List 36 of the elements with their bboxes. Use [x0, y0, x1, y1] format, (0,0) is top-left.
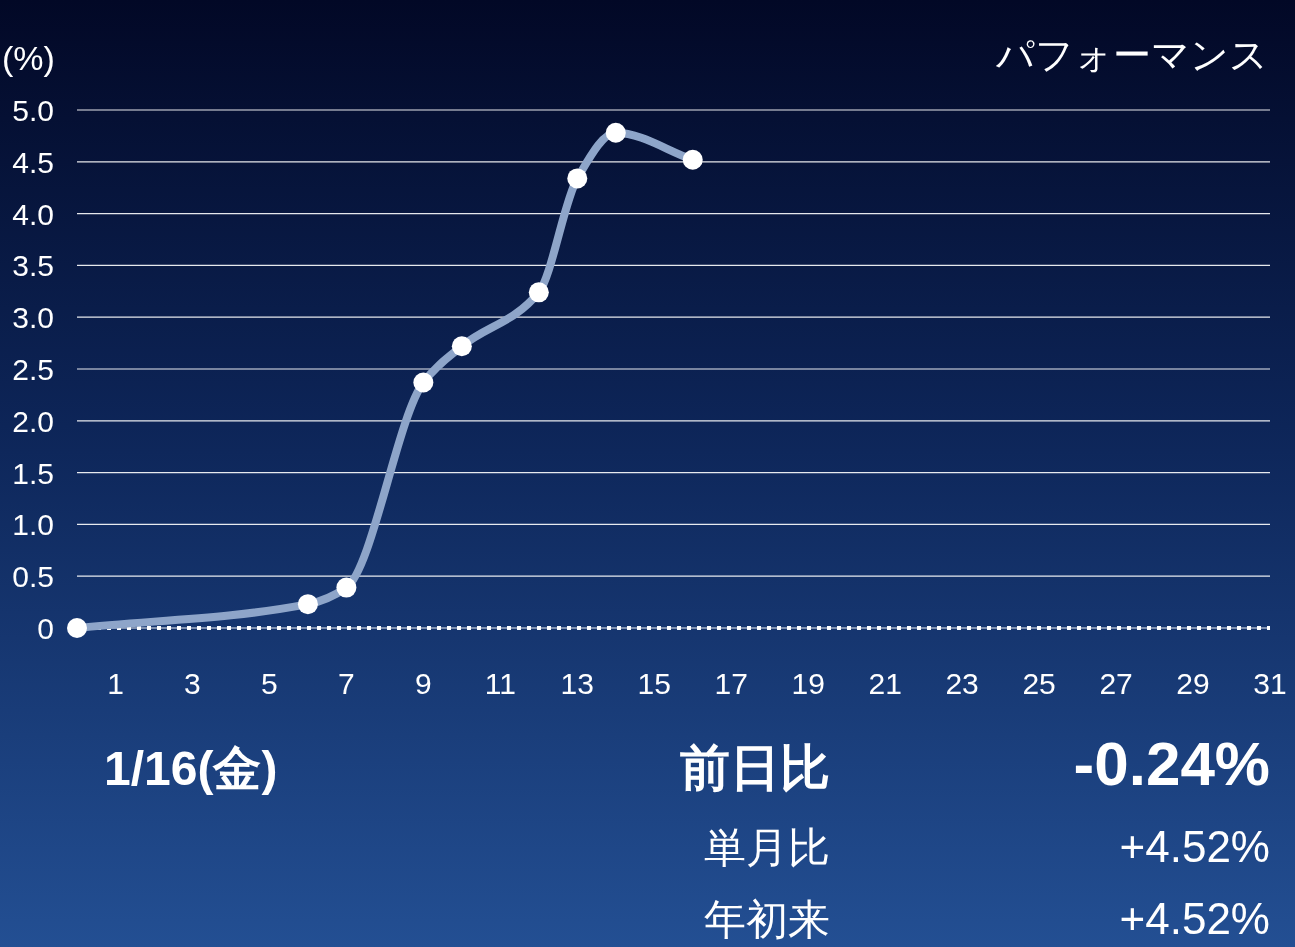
y-tick-label: 0 [37, 612, 54, 645]
y-tick-label: 2.0 [12, 404, 54, 438]
x-tick-label: 31 [1253, 667, 1287, 700]
y-tick-label: 1.5 [12, 456, 54, 490]
x-tick-label: 25 [1022, 667, 1056, 700]
x-tick-label: 29 [1176, 667, 1210, 700]
y-tick-label: 4.0 [12, 197, 54, 231]
x-tick-label: 17 [714, 667, 748, 700]
y-tick-label: 5.0 [12, 94, 54, 127]
text: 単月比 [704, 824, 830, 871]
x-tick-label: 5 [261, 667, 278, 700]
y-tick-label: 1.0 [12, 508, 54, 542]
x-tick-label: 19 [791, 667, 825, 700]
text: 1/16(金) [104, 742, 278, 795]
text: 前日比 [680, 740, 830, 796]
x-tick-label: 9 [415, 667, 432, 700]
chart-title: パフォーマンス [995, 34, 1268, 76]
x-tick-label: 1 [107, 667, 124, 700]
x-tick-label: 27 [1099, 667, 1133, 700]
y-tick-label: 3.5 [12, 249, 54, 283]
y-tick-label: 3.0 [12, 301, 54, 335]
text: +4.52% [1119, 894, 1270, 943]
y-tick-label: 4.5 [12, 145, 54, 179]
text: -0.24% [1073, 729, 1270, 798]
x-tick-label: 3 [184, 667, 201, 700]
x-tick-label: 13 [560, 667, 594, 700]
x-tick-label: 15 [637, 667, 671, 700]
x-tick-label: 11 [484, 667, 516, 700]
y-tick-label: 2.5 [12, 353, 54, 386]
y-axis-title: (%) [2, 39, 55, 77]
text: +4.52% [1119, 822, 1270, 871]
text: 年初来 [704, 896, 830, 943]
x-tick-label: 21 [868, 667, 902, 700]
x-tick-label: 23 [945, 667, 979, 700]
y-tick-label: 0.5 [12, 560, 54, 594]
x-tick-label: 7 [338, 667, 355, 700]
